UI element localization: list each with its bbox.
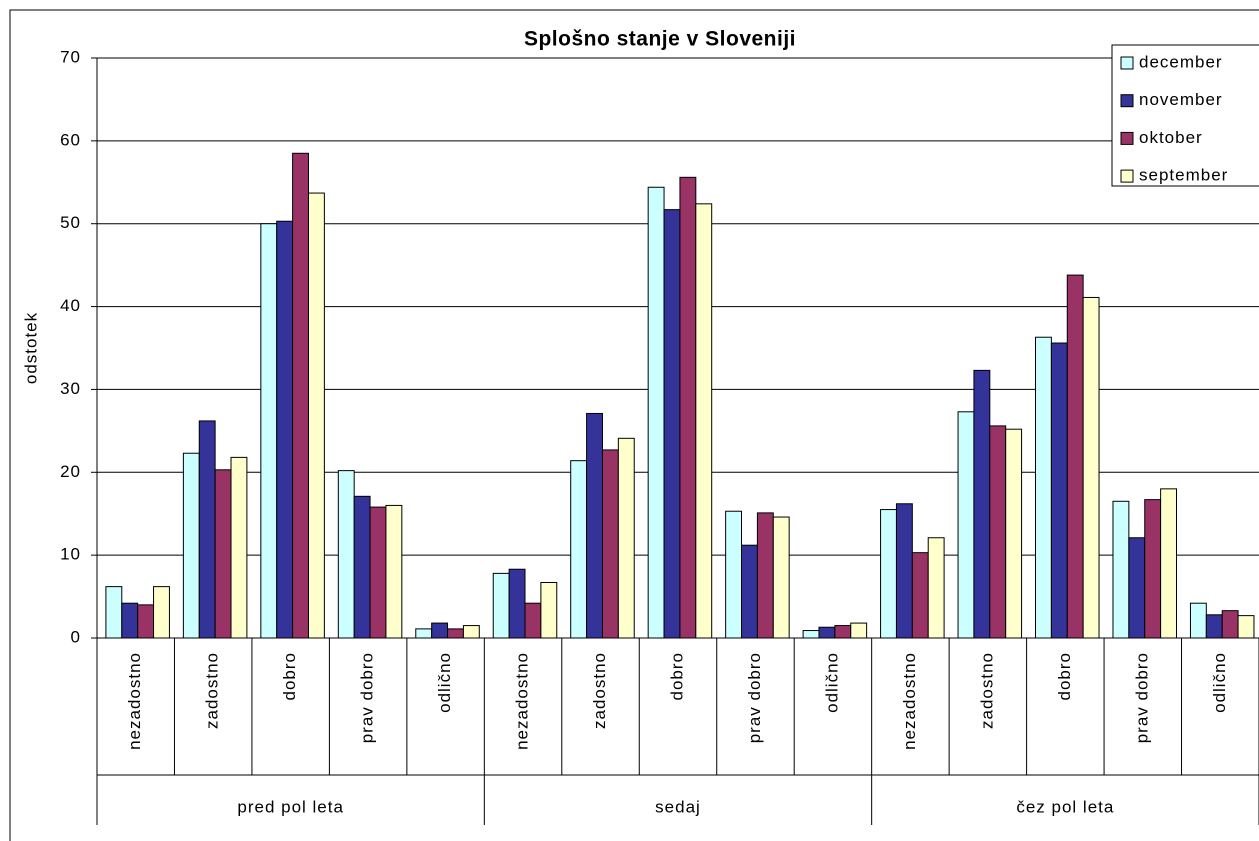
bar <box>214 469 232 639</box>
bar <box>973 369 991 639</box>
legend-box <box>1111 44 1259 187</box>
x-tick-label: dobro <box>280 652 299 700</box>
bar <box>679 176 697 639</box>
y-tick-label: 30 <box>60 379 81 398</box>
y-tick-label: 60 <box>60 130 81 149</box>
bar <box>1035 336 1052 639</box>
legend-swatch <box>1120 169 1134 183</box>
bar <box>957 411 975 639</box>
bar <box>292 152 309 639</box>
x-tick-label: dobro <box>1055 652 1074 700</box>
bar <box>105 586 123 639</box>
bar <box>772 516 790 639</box>
bar <box>911 552 929 639</box>
bar <box>385 504 403 639</box>
bar <box>508 568 526 639</box>
bar <box>1082 296 1100 639</box>
y-tick-label: 10 <box>60 545 81 564</box>
x-tick-label: odlično <box>1210 652 1229 713</box>
bar <box>369 506 387 639</box>
bar <box>1005 428 1023 639</box>
legend-label: december <box>1139 52 1223 71</box>
bar <box>1160 488 1177 639</box>
bar <box>524 602 542 639</box>
x-tick-label: dobro <box>667 652 686 700</box>
bar <box>989 425 1007 639</box>
group-label: čez pol leta <box>1016 797 1114 816</box>
bar <box>927 537 945 639</box>
x-tick-label: nezadostno <box>513 652 532 750</box>
bar <box>834 625 852 639</box>
bar <box>741 544 758 639</box>
legend-swatch <box>1120 131 1134 145</box>
y-tick-label: 70 <box>60 47 81 66</box>
bar <box>230 456 248 639</box>
group-label: sedaj <box>655 797 701 816</box>
bar <box>540 581 558 639</box>
x-tick-label: prav dobro <box>745 652 764 743</box>
y-tick-label: 40 <box>60 296 81 315</box>
x-tick-label: nezadostno <box>125 652 144 750</box>
bar <box>353 495 371 639</box>
bar <box>880 509 897 639</box>
bar <box>802 630 820 639</box>
bar <box>153 586 170 639</box>
x-tick-label: prav dobro <box>358 652 377 743</box>
y-axis-label: odstotek <box>21 312 40 384</box>
bar <box>601 449 619 639</box>
y-tick-label: 50 <box>60 213 81 232</box>
bar <box>260 223 278 639</box>
bar <box>447 628 464 639</box>
bar <box>818 626 836 639</box>
bar <box>1144 499 1162 639</box>
x-tick-label: nezadostno <box>900 652 919 750</box>
x-tick-label: zadostno <box>977 652 996 729</box>
bar <box>756 512 774 639</box>
group-label: pred pol leta <box>237 797 344 816</box>
bar <box>462 625 480 639</box>
legend-swatch <box>1120 94 1134 108</box>
bar <box>198 420 216 639</box>
bar <box>1050 342 1068 639</box>
bar <box>492 572 510 639</box>
x-tick-label: zadostno <box>203 652 222 729</box>
bar <box>1189 602 1207 639</box>
bar <box>1237 615 1255 639</box>
x-tick-label: odlično <box>822 652 841 713</box>
bar <box>850 622 868 639</box>
bar <box>725 510 743 639</box>
legend-label: september <box>1139 166 1228 185</box>
chart-title: Splošno stanje v Sloveniji <box>524 28 796 51</box>
bar <box>663 209 681 639</box>
legend: december november oktober september <box>1111 44 1259 187</box>
bar <box>337 470 355 639</box>
bar <box>1205 614 1223 639</box>
x-tick-label: odlično <box>435 652 454 713</box>
bar <box>695 203 713 639</box>
legend-label: oktober <box>1139 128 1203 147</box>
y-tick-label: 20 <box>60 462 81 481</box>
y-tick-label: 0 <box>71 627 81 646</box>
bar <box>431 622 449 639</box>
bar <box>617 437 635 639</box>
bar <box>1128 537 1146 639</box>
x-tick-label: prav dobro <box>1132 652 1151 743</box>
legend-label: november <box>1139 90 1223 109</box>
bar <box>1221 610 1239 639</box>
x-tick-label: zadostno <box>590 652 609 729</box>
bar <box>586 412 603 639</box>
bar <box>307 192 325 639</box>
bar <box>1112 500 1130 639</box>
bar <box>570 460 588 639</box>
bar <box>895 503 913 639</box>
bar <box>137 604 155 639</box>
bar <box>1066 274 1084 639</box>
bar <box>647 186 665 639</box>
bar <box>276 220 294 639</box>
bar <box>121 602 139 639</box>
legend-swatch <box>1120 56 1134 70</box>
bar <box>182 452 200 639</box>
bar <box>415 628 433 639</box>
